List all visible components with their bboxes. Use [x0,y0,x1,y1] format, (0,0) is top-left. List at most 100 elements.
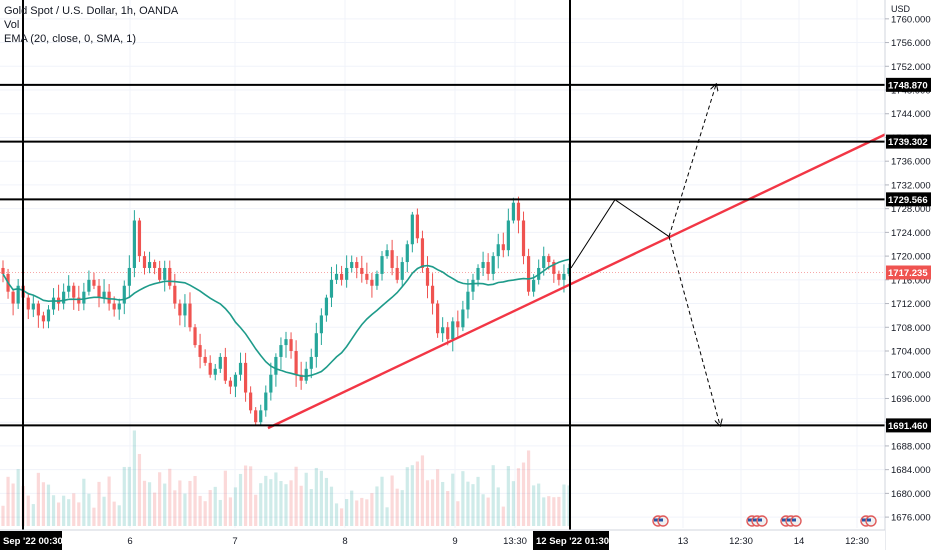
candle-body [46,309,51,322]
volume-bar [87,493,91,526]
volume-bar [173,490,177,526]
volume-bar [471,484,475,526]
volume-bar [446,491,450,526]
event-flag-canton [753,518,757,522]
volume-bar [430,479,435,526]
projection-up-dashed [668,85,716,237]
candle-body [501,244,505,251]
candle-body [511,202,516,221]
candle-body [203,356,207,363]
candle-body [385,250,389,257]
volume-bar [355,500,359,526]
candle-body [173,285,177,304]
candle-body [67,285,71,292]
volume-bar [142,480,147,526]
price-tick-label: 1756.000 [891,38,931,49]
volume-bar [163,483,167,526]
volume-bar [56,502,61,526]
candle-body [183,303,187,316]
time-label: 13:30 [503,536,527,547]
candle-body [446,327,450,340]
vertical-lines[interactable] [22,0,571,550]
volume-bar [77,502,81,526]
volume-bar [395,488,399,526]
time-label: 13 [678,536,689,547]
candle-body [365,273,369,280]
candle-body [213,368,217,375]
volume-bar [486,497,490,526]
volume-bar [147,482,152,526]
volume-bar [476,476,480,526]
candle-body [188,303,192,328]
candle-body [329,279,334,298]
event-flags[interactable] [652,515,877,527]
volume-bar [67,499,71,526]
volume-bar [122,466,126,526]
candle-body [82,291,86,304]
candle-body [481,262,485,268]
candle-body [11,291,15,304]
ema-label[interactable]: EMA (20, close, 0, SMA, 1) [4,33,137,45]
price-tick-label: 1708.000 [891,323,931,334]
trendline[interactable] [267,133,886,430]
price-tick-label: 1760.000 [891,14,931,25]
candle-body [466,291,470,310]
candle-body [16,285,20,304]
volume-bar [233,487,238,526]
volume-bar [334,503,339,526]
volume-bar [557,496,561,526]
candle-body [390,250,394,268]
candle-body [168,267,172,286]
candle-body [532,279,536,292]
volume-label[interactable]: Vol [4,19,20,31]
projection-arrows[interactable] [570,85,720,425]
candle-body [193,327,197,346]
volume-bar [350,490,354,526]
volume-bar [259,483,263,526]
price-axis[interactable]: USD1760.0001756.0001752.0001748.0001744.… [884,0,932,550]
time-axis[interactable]: 6 7 8 9 13:30 13 12:30 14 12:30 Sep '22 00:30 12 S… [0,529,885,550]
candle-body [198,345,202,357]
candle-body [163,267,167,280]
candle-body [304,368,308,381]
volume-bar [188,480,192,526]
candle-body [486,262,490,274]
candle-body [506,220,510,251]
price-tick-label: 1676.000 [891,513,931,524]
candle-body [107,291,111,304]
candle-body [562,273,566,280]
candle-body [309,356,313,369]
event-flag-canton [748,518,752,522]
candle-body [294,351,298,375]
volume-bar [11,483,15,526]
horizontal-levels[interactable] [0,83,885,427]
volume-bar [274,472,278,526]
level-price-label: 1691.460 [888,421,928,432]
candle-body [405,244,409,263]
symbol-title[interactable]: Gold Spot / U.S. Dollar, 1h, OANDA [4,5,179,17]
candle-body [218,356,222,369]
volume-bar [183,493,187,526]
volume-bar [415,461,419,526]
volume-bar [238,473,243,526]
candle-body [41,315,46,322]
volume-bar [506,466,510,526]
time-label: 14 [794,536,805,547]
last-price-badge [886,265,931,280]
volume-bar [243,465,248,526]
candle-body [430,285,435,304]
candle-body [552,262,556,274]
candle-body [441,327,445,334]
projection-solid [570,199,670,269]
candle-body [254,410,258,423]
candle-body [380,256,384,274]
candle-body [557,273,561,280]
volume-bar [501,506,505,526]
candle-body [274,356,278,375]
crosshair-time-badge [533,531,609,550]
volume-bar [254,494,258,526]
crosshair-time-badge [0,531,62,550]
volume-bar [127,466,131,526]
